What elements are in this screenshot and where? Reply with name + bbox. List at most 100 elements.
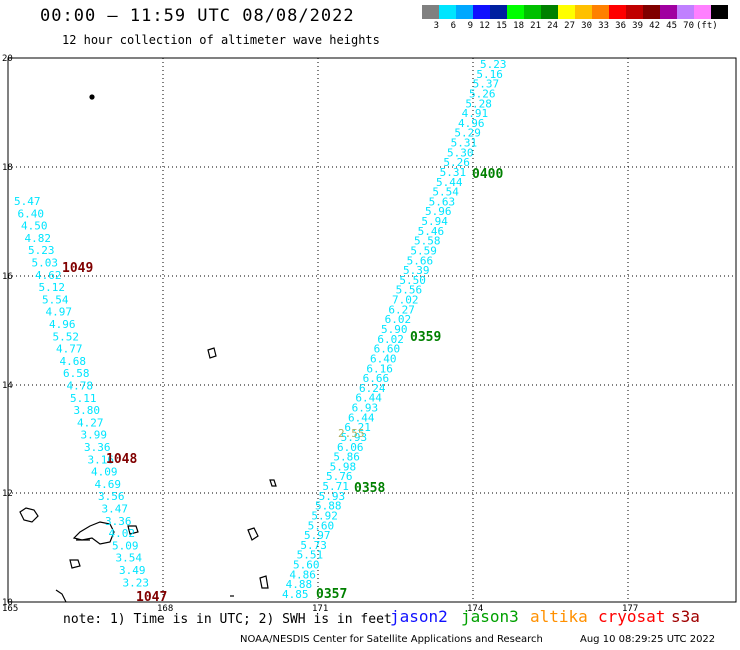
island	[72, 521, 115, 545]
swh-value: 5.52	[53, 330, 80, 343]
swh-value: 5.58	[414, 235, 441, 248]
swh-value: 5.93	[341, 431, 368, 444]
swh-value: 5.96	[425, 205, 452, 218]
lat-label: 14	[2, 381, 13, 391]
swh-value: 6.60	[374, 343, 401, 356]
lat-label: 20	[2, 54, 13, 64]
swh-value: 3.99	[81, 429, 108, 442]
swh-value: 4.69	[95, 478, 122, 491]
swh-value: 6.66	[363, 372, 390, 385]
legend-label: 15	[496, 21, 507, 31]
legend-label: 3	[433, 21, 439, 31]
swh-value: 5.50	[399, 274, 426, 287]
legend-swatch	[473, 5, 490, 19]
swh-value: 6.16	[366, 362, 393, 375]
island	[127, 525, 139, 535]
swh-value: 5.63	[429, 195, 456, 208]
map-grid	[8, 58, 736, 602]
island	[207, 347, 217, 359]
color-scale-legend	[422, 5, 728, 19]
swh-value: 4.77	[56, 343, 83, 356]
island	[259, 575, 269, 589]
swh-value: 5.88	[315, 500, 342, 513]
swh-value: 5.47	[14, 195, 41, 208]
legend-swatch	[592, 5, 609, 19]
swh-value: 5.71	[322, 480, 349, 493]
swh-value: 4.96	[458, 117, 485, 130]
satellite-jason2: jason2	[390, 607, 448, 626]
legend-label: 36	[615, 21, 626, 31]
swh-value: 5.90	[381, 323, 408, 336]
swh-value: 5.39	[403, 264, 430, 277]
swh-value: 5.03	[32, 257, 59, 270]
swh-value: 4.85	[282, 588, 309, 601]
swh-value: 5.46	[418, 225, 445, 238]
swh-value: 6.02	[385, 313, 412, 326]
swh-value: 5.98	[330, 460, 357, 473]
swh-value: 6.02	[377, 333, 404, 346]
swh-value: 4.91	[462, 107, 489, 120]
swh-value: 5.09	[112, 539, 139, 552]
color-scale-labels: 3 6 9 12 15 18 21 24 27 30 33 36 39 42 45 70 (ft)	[422, 21, 718, 31]
swh-value: 3.54	[116, 552, 143, 565]
swh-value: 5.23	[480, 58, 507, 71]
legend-label: 18	[513, 21, 524, 31]
swh-value: 5.76	[326, 470, 353, 483]
swh-value: 5.66	[407, 254, 434, 267]
lat-label: 18	[2, 163, 13, 173]
legend-swatch	[609, 5, 626, 19]
swh-value: 5.11	[70, 392, 97, 405]
swh-value: 5.86	[333, 451, 360, 464]
swh-value: 6.93	[352, 402, 379, 415]
time-label: 0358	[354, 481, 385, 496]
island	[19, 507, 39, 523]
swh-value: 5.31	[451, 137, 478, 150]
legend-swatch	[541, 5, 558, 19]
legend-label: 70	[683, 21, 694, 31]
island	[247, 527, 259, 541]
swh-value: 5.23	[28, 244, 55, 257]
swh-value: 3.49	[119, 564, 146, 577]
lon-label: 168	[157, 604, 173, 614]
legend-unit: (ft)	[696, 21, 718, 31]
swh-value: 4.96	[49, 318, 76, 331]
legend-swatch	[422, 5, 439, 19]
legend-label: 42	[649, 21, 660, 31]
swh-value: 6.44	[348, 411, 375, 424]
swh-value: 3.47	[102, 503, 129, 516]
lat-label: 16	[2, 272, 13, 282]
swh-value: 5.60	[293, 559, 320, 572]
time-label: 1049	[62, 261, 93, 276]
time-label: 0400	[472, 167, 503, 182]
swh-value: 5.28	[465, 97, 492, 110]
page-subtitle: 12 hour collection of altimeter wave hei…	[62, 33, 380, 47]
legend-swatch	[558, 5, 575, 19]
swh-value: 5.59	[410, 244, 437, 257]
island	[89, 94, 95, 100]
footnote: note: 1) Time is in UTC; 2) SWH is in fe…	[63, 612, 392, 627]
legend-swatch	[456, 5, 473, 19]
swh-value: 6.58	[63, 367, 90, 380]
swh-value: 4.88	[286, 578, 313, 591]
swh-value: 7.02	[392, 294, 419, 307]
swh-value: 5.56	[396, 284, 423, 297]
swh-value: 5.51	[297, 549, 324, 562]
legend-label: 12	[479, 21, 490, 31]
swh-value: 3.36	[105, 515, 132, 528]
legend-label: 21	[530, 21, 541, 31]
satellite-jason3: jason3	[461, 607, 519, 626]
legend-label: 30	[581, 21, 592, 31]
lon-label: 174	[467, 604, 483, 614]
time-label: 1048	[106, 452, 137, 467]
legend-swatch	[626, 5, 643, 19]
swh-value: 5.93	[319, 490, 346, 503]
swh-value: 5.37	[473, 78, 500, 91]
swh-value: 3.80	[74, 404, 101, 417]
swh-value: 4.62	[35, 269, 62, 282]
legend-label: 45	[666, 21, 677, 31]
lon-label: 165	[2, 604, 18, 614]
lon-label: 177	[622, 604, 638, 614]
swh-value: 5.97	[304, 529, 331, 542]
lat-label: 12	[2, 489, 13, 499]
